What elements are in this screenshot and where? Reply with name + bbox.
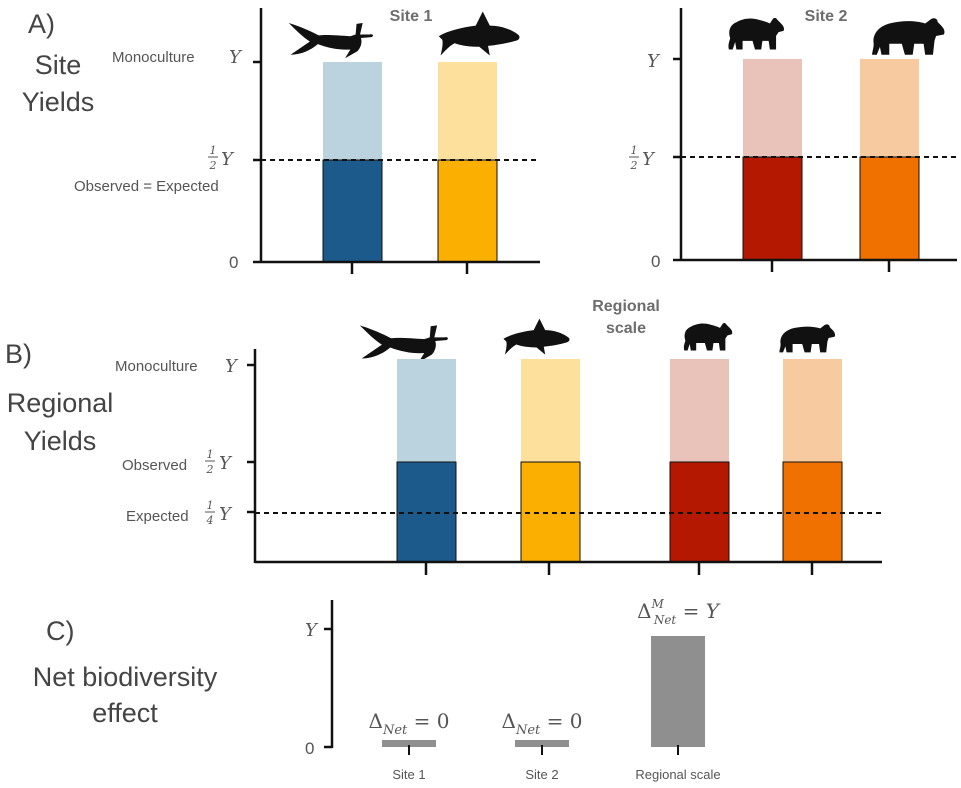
panel-c-tag: C) (46, 616, 75, 646)
net-effect-bar (515, 740, 569, 747)
site2-title: Site 2 (805, 8, 848, 25)
regional-polar-bear-monoculture-bar (783, 359, 842, 462)
regional-shark-monoculture-bar (521, 359, 580, 462)
panel-a-heading-line1: Site (35, 50, 82, 80)
site2-y-symbol: Y (647, 51, 661, 72)
net-category-label: Site 2 (525, 767, 558, 782)
regional-expected-label: Expected (126, 508, 189, 525)
site2-polar-bear-observed-bar (859, 156, 920, 261)
net-effect-annotation: ΔNet = 0 (502, 709, 583, 738)
observed-half-numerator: 1 (207, 448, 214, 461)
net-effect-chart: Y 0 Site 1 Site 2 Regional scale ΔNet = 0 ΔN… (305, 597, 721, 782)
hammerhead-shark-icon (359, 325, 448, 363)
panel-a-heading-line2: Yields (22, 87, 95, 117)
hammerhead-shark-icon (288, 23, 374, 59)
net-effect-bar (651, 636, 705, 747)
great-white-shark-icon (503, 318, 570, 355)
site1-zero-label: 0 (229, 253, 238, 272)
regional-brown-bear-monoculture-bar (670, 359, 729, 462)
site2-zero-label: 0 (651, 252, 660, 271)
site2-polar-bear-monoculture-bar (860, 59, 919, 157)
panel-a-tag: A) (28, 9, 55, 39)
observed-half-denominator: 2 (206, 463, 214, 476)
great-white-shark-icon (438, 11, 520, 56)
site1-title: Site 1 (390, 8, 433, 25)
site2-brown-bear-observed-bar (742, 156, 803, 261)
observed-expected-label: Observed = Expected (74, 178, 219, 195)
net-effect-annotation: ΔM Net = Y (637, 597, 721, 627)
panel-b: B) Regional Yields Regional scale Monocu… (5, 298, 882, 575)
brown-bear-icon (683, 322, 733, 351)
site1-hammerhead-observed-bar (322, 159, 383, 263)
site1-hammerhead-monoculture-bar (323, 62, 382, 160)
site1-monoculture-label: Monoculture (112, 49, 195, 66)
panel-b-tag: B) (5, 339, 32, 369)
site1-y-symbol: Y (229, 47, 243, 68)
regional-hammerhead-monoculture-bar (397, 359, 456, 462)
panel-a: A) Site Yields Site 1 Monoculture Y 1 2 (22, 8, 957, 274)
polar-bear-icon (779, 324, 836, 353)
site2-brown-bear-monoculture-bar (743, 59, 802, 157)
regional-observed-label: Observed (122, 457, 187, 474)
net-y-top-label: Y (305, 620, 319, 641)
regional-title-line1: Regional (592, 298, 660, 315)
site1-shark-observed-bar (437, 159, 498, 263)
regional-monoculture-label: Monoculture (115, 358, 198, 375)
net-effect-bar (382, 740, 436, 747)
site2-half-numerator: 1 (631, 144, 638, 157)
site1-half-denominator: 2 (209, 159, 217, 172)
panel-c-heading-line1: Net biodiversity (33, 662, 218, 692)
expected-quarter-denominator: 4 (206, 514, 214, 527)
net-category-label: Regional scale (635, 767, 720, 782)
expected-y-symbol: Y (219, 504, 233, 525)
net-y-zero-label: 0 (305, 739, 314, 758)
regional-monoculture-y-symbol: Y (225, 356, 239, 377)
observed-y-symbol: Y (219, 453, 233, 474)
expected-quarter-numerator: 1 (207, 499, 214, 512)
polar-bear-icon (872, 18, 945, 55)
panel-c: C) Net biodiversity effect Y 0 Site 1 Sit… (33, 597, 721, 782)
site2-plot: Site 2 Y 1 2 Y 0 (629, 8, 957, 272)
site1-plot: Site 1 Monoculture Y 1 2 Y Observed = Ex… (74, 8, 540, 274)
panel-c-heading-line2: effect (92, 698, 158, 728)
site1-shark-monoculture-bar (438, 62, 497, 160)
regional-title-line2: scale (606, 320, 646, 337)
brown-bear-icon (728, 17, 785, 50)
net-category-label: Site 1 (392, 767, 425, 782)
site1-half-numerator: 1 (210, 144, 217, 157)
panel-b-heading-line2: Yields (24, 426, 97, 456)
panel-b-heading-line1: Regional (7, 388, 114, 418)
site2-half-denominator: 2 (630, 159, 638, 172)
site2-half-y-symbol: Y (642, 149, 656, 170)
site1-half-y-symbol: Y (221, 149, 235, 170)
net-effect-annotation: ΔNet = 0 (369, 709, 450, 738)
